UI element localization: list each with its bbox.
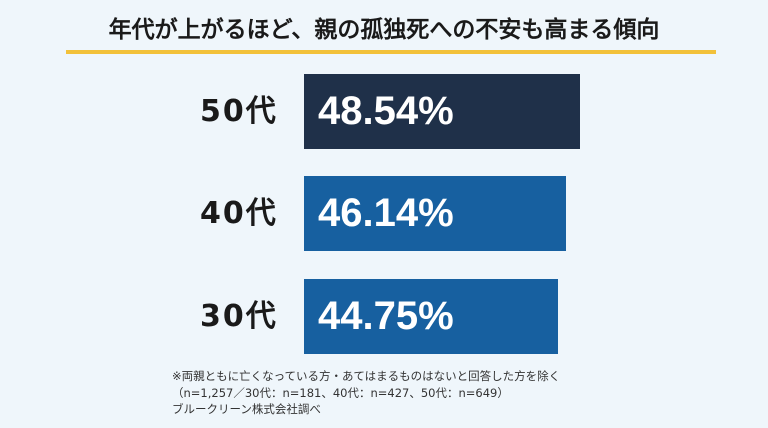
footnote-sample-size: （n=1,257／30代：n=181、40代：n=427、50代：n=649）	[172, 385, 509, 400]
bar-40s: 46.14%	[304, 176, 566, 251]
bar-50s: 48.54%	[304, 74, 580, 149]
footnotes: ※両親ともに亡くなっている方・あてはまるものはないと回答した方を除く （n=1,…	[172, 368, 560, 418]
bar-value: 48.54%	[318, 89, 454, 133]
footnote-exclusion: ※両親ともに亡くなっている方・あてはまるものはないと回答した方を除く	[172, 369, 561, 383]
row-label: 40代	[200, 196, 278, 231]
bar-row-30s: 30代 44.75%	[0, 279, 768, 354]
row-label: 30代	[200, 299, 278, 334]
title-underline	[66, 50, 716, 54]
bar-30s: 44.75%	[304, 279, 558, 354]
footnote-source: ブルークリーン株式会社調べ	[172, 402, 321, 416]
bar-value: 44.75%	[318, 294, 454, 338]
bar-row-40s: 40代 46.14%	[0, 176, 768, 251]
bar-row-50s: 50代 48.54%	[0, 74, 768, 149]
bar-value: 46.14%	[318, 191, 454, 235]
chart-title: 年代が上がるほど、親の孤独死への不安も高まる傾向	[108, 17, 660, 43]
row-label: 50代	[200, 94, 278, 129]
